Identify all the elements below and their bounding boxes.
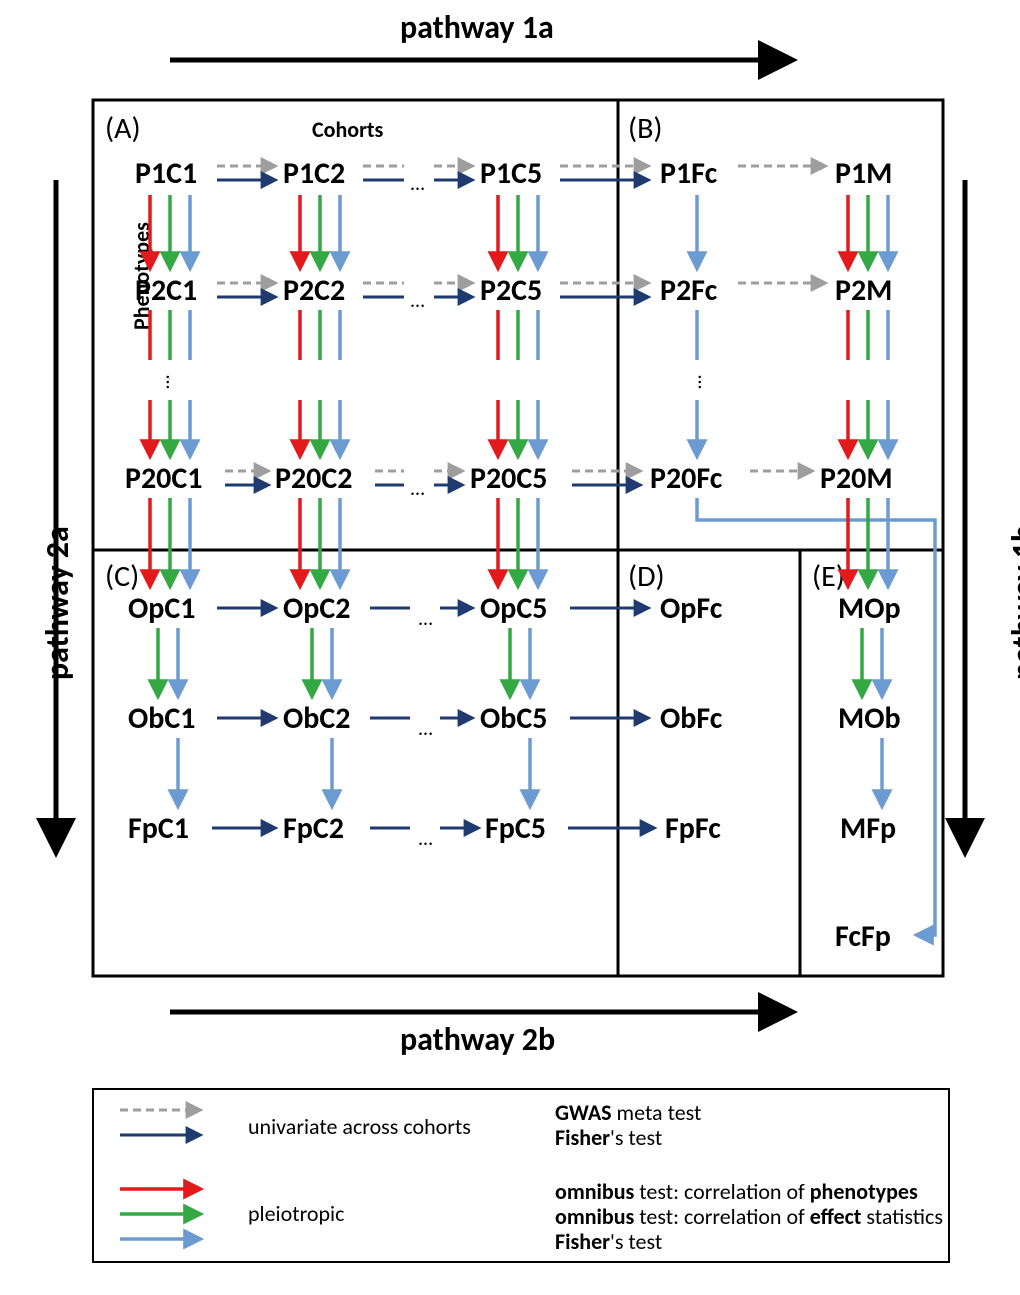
node-obc5: ObC5 [480, 700, 547, 737]
panel-a: (A) [105, 110, 141, 147]
ellipsis: ... [693, 374, 717, 389]
node-opc1: OpC1 [128, 590, 195, 627]
legend-box [92, 1088, 950, 1263]
cohorts-label: Cohorts [312, 116, 383, 143]
node-opfc: OpFc [660, 590, 722, 627]
diagram-canvas: pathway 1a pathway 1b pathway 2a pathway… [0, 0, 1020, 1295]
node-fpc2: FpC2 [283, 810, 344, 847]
node-mop: MOp [838, 590, 901, 627]
node-obfc: ObFc [660, 700, 722, 737]
pathway-1b-label: pathway 1b [1004, 525, 1020, 680]
ellipsis: ... [418, 827, 433, 851]
ellipsis: ... [410, 172, 425, 196]
node-opc5: OpC5 [480, 590, 547, 627]
pathway-2a-label: pathway 2a [38, 526, 77, 680]
ellipsis: ... [418, 607, 433, 631]
node-p1fc: P1Fc [660, 155, 717, 192]
node-p1c2: P1C2 [283, 155, 345, 192]
node-p20c5: P20C5 [470, 460, 547, 497]
node-mob: MOb [838, 700, 901, 737]
legend-omni2: omnibus test: correlation of effect stat… [555, 1203, 943, 1230]
node-obc1: ObC1 [128, 700, 195, 737]
node-obc2: ObC2 [283, 700, 350, 737]
panel-b: (B) [628, 110, 663, 147]
node-p20m: P20M [820, 460, 893, 497]
ellipsis: ... [410, 477, 425, 501]
legend-univariate: univariate across cohorts [248, 1113, 471, 1140]
node-fpc1: FpC1 [128, 810, 189, 847]
node-p2fc: P2Fc [660, 272, 717, 309]
node-p2c2: P2C2 [283, 272, 345, 309]
node-fpc5: FpC5 [485, 810, 546, 847]
node-mfp: MFp [840, 810, 896, 847]
pathway-2b-label: pathway 2b [400, 1020, 555, 1059]
node-fcfp: FcFp [835, 918, 891, 955]
node-p20c2: P20C2 [275, 460, 352, 497]
legend-gwas: GWAS meta test [555, 1099, 701, 1126]
node-p1c5: P1C5 [480, 155, 542, 192]
ellipsis: ... [410, 289, 425, 313]
node-p2m: P2M [835, 272, 892, 309]
node-fpfc: FpFc [665, 810, 721, 847]
pathway-1a-label: pathway 1a [400, 8, 554, 47]
ellipsis: ... [418, 717, 433, 741]
node-p20c1: P20C1 [125, 460, 202, 497]
legend-fisher1: Fisher's test [555, 1124, 662, 1151]
node-p2c1: P2C1 [135, 272, 197, 309]
node-opc2: OpC2 [283, 590, 350, 627]
node-p2c5: P2C5 [480, 272, 542, 309]
legend-omni1: omnibus test: correlation of phenotypes [555, 1178, 918, 1205]
ellipsis: ... [161, 374, 185, 389]
legend-fisher2: Fisher's test [555, 1228, 662, 1255]
node-p20fc: P20Fc [650, 460, 722, 497]
node-p1c1: P1C1 [135, 155, 197, 192]
node-p1m: P1M [835, 155, 892, 192]
legend-pleiotropic: pleiotropic [248, 1200, 344, 1227]
